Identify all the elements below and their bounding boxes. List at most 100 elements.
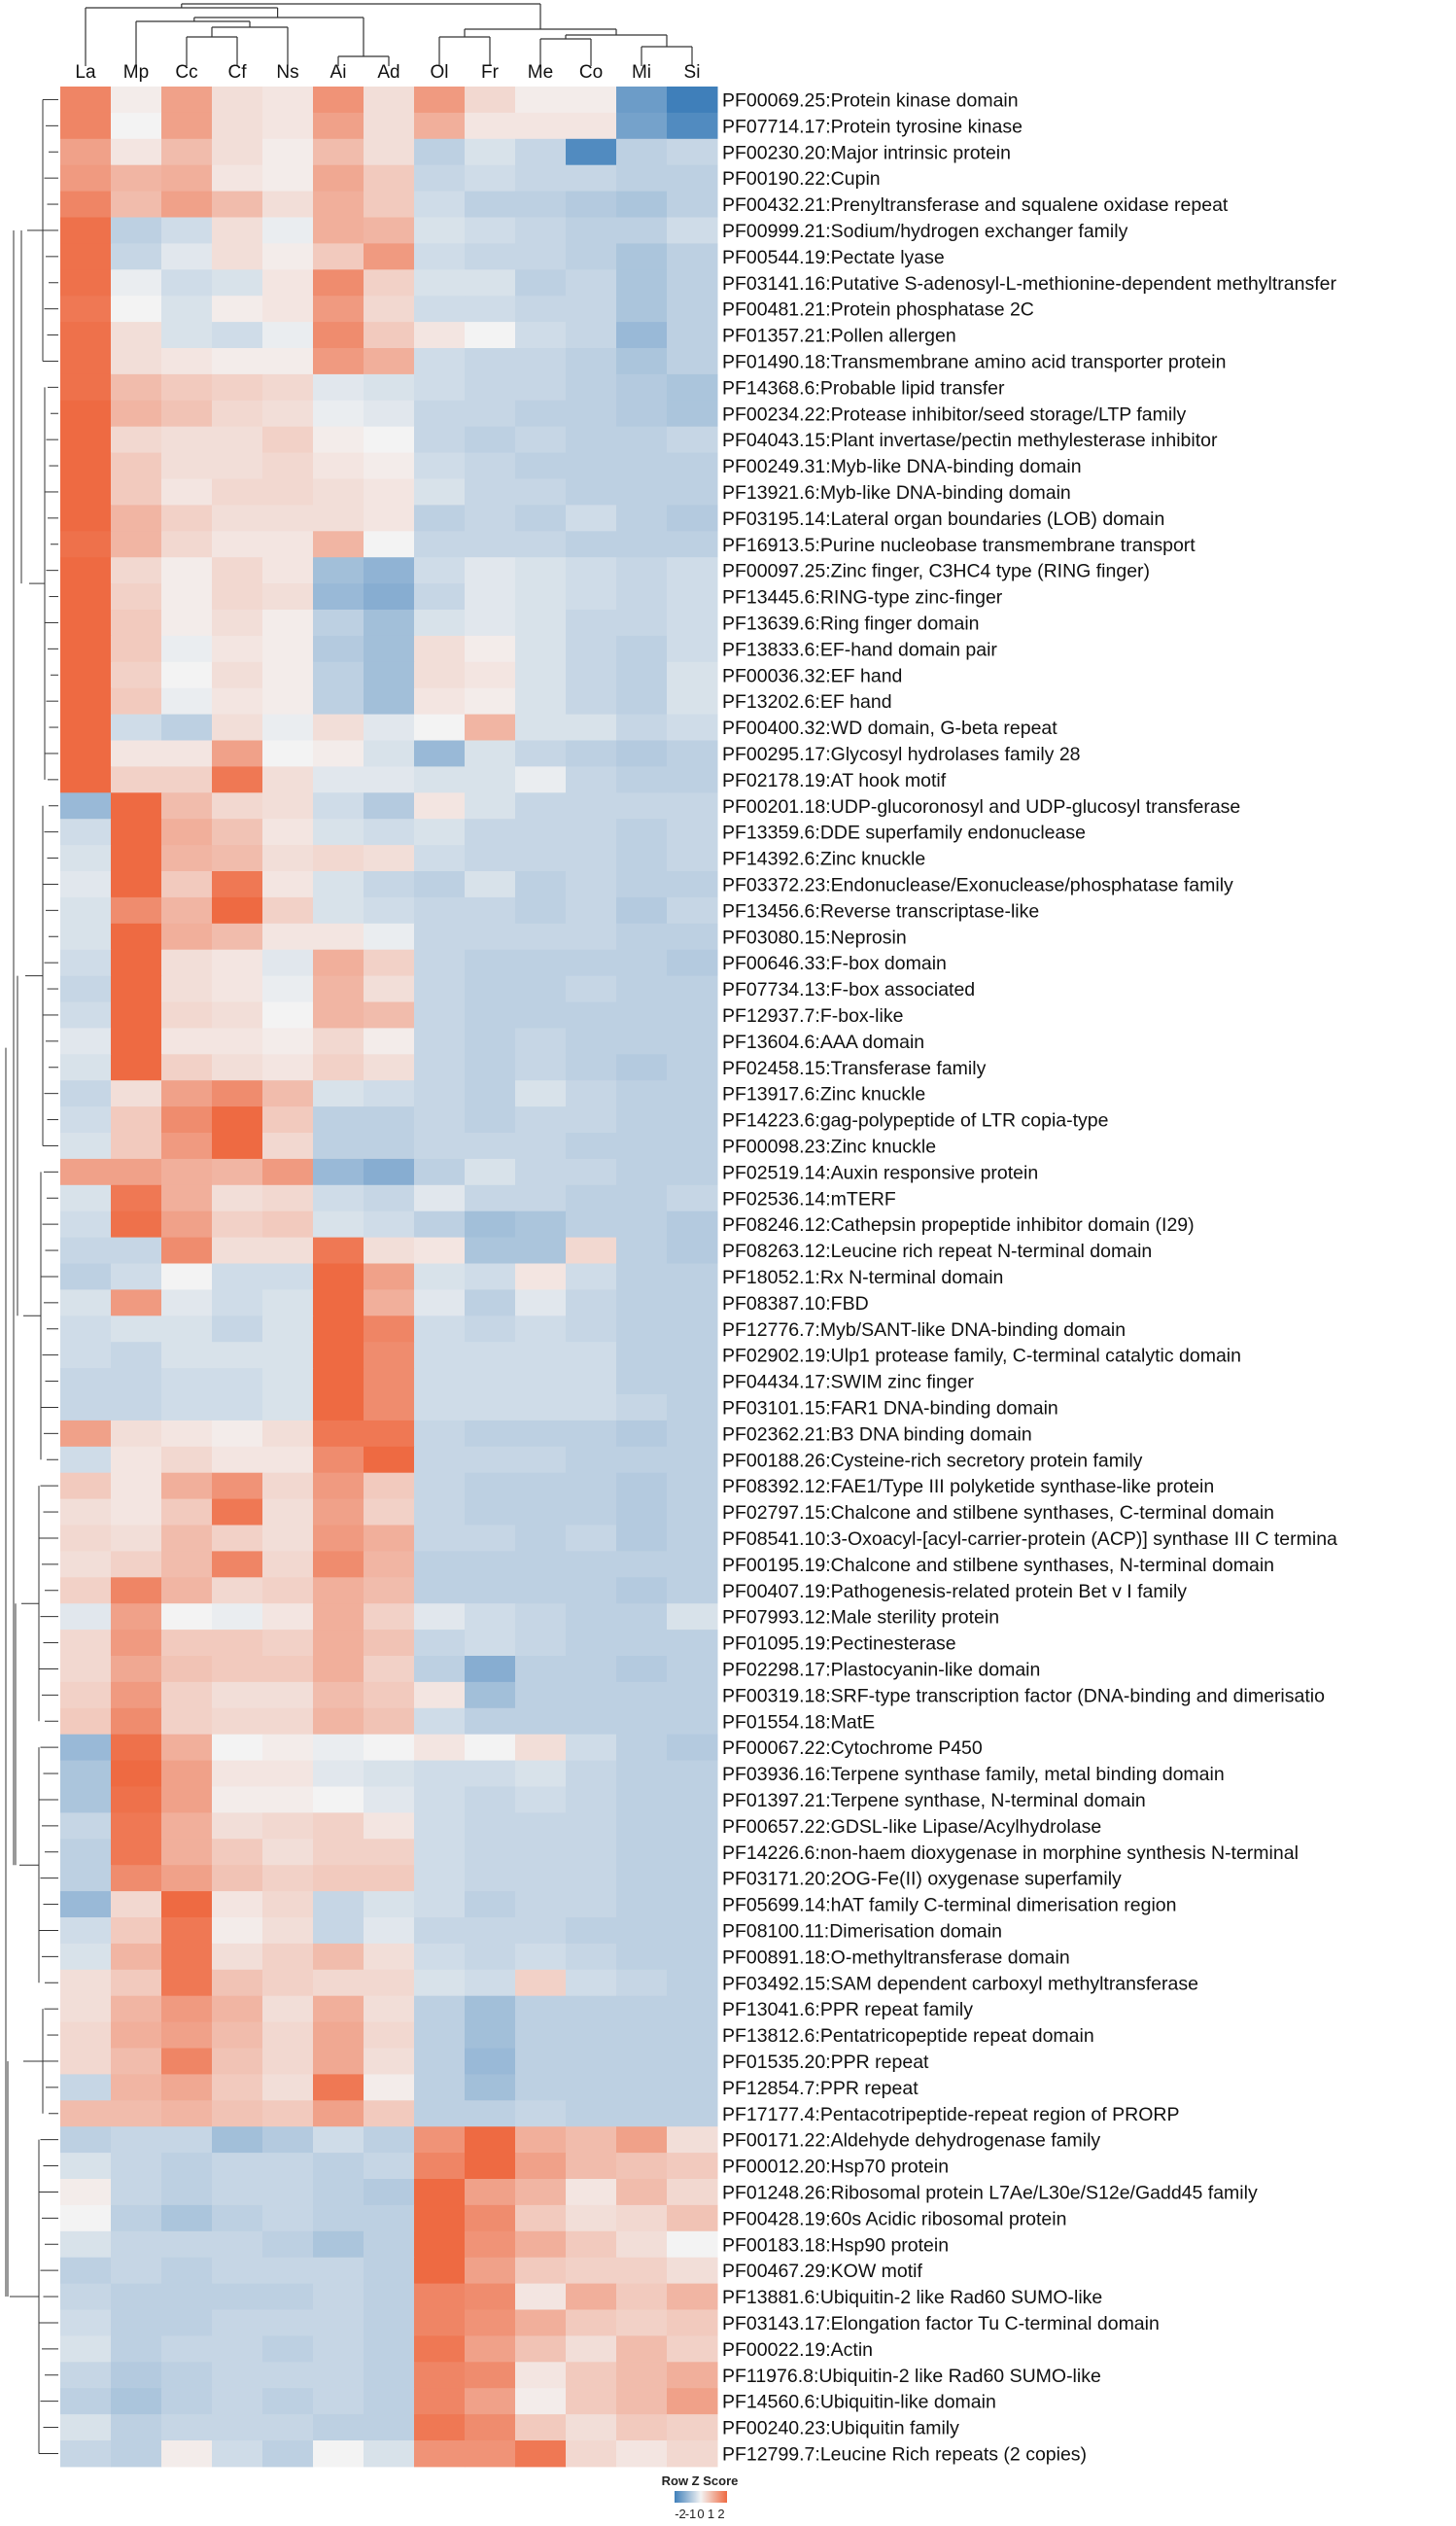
heatmap-cell [161,1342,213,1369]
heatmap-cell [212,2074,263,2101]
heatmap-cell [111,1656,162,1683]
heatmap-cell [616,2048,668,2075]
heatmap-cell [262,2179,314,2206]
heatmap-cell [667,505,718,532]
heatmap-cell [364,1420,415,1448]
legend-tick-label: -1 [685,2507,697,2521]
heatmap-cell [313,557,364,584]
heatmap-cell [414,2309,466,2336]
row-label: PF00319.18:SRF-type transcription factor… [722,1685,1325,1706]
heatmap-cell [515,322,567,349]
heatmap-cell [111,2074,162,2101]
heatmap-cell [465,1498,516,1526]
row-label: PF00201.18:UDP-glucoronosyl and UDP-gluc… [722,796,1240,818]
heatmap-cell [414,2440,466,2468]
heatmap-cell [364,2257,415,2285]
heatmap-cell [262,217,314,244]
heatmap-cell [616,845,668,872]
column-label: Ad [377,62,399,83]
heatmap-cell [616,896,668,925]
heatmap-cell [364,923,415,951]
heatmap-cell [60,1263,112,1290]
row-label: PF02178.19:AT hook motif [722,770,947,791]
row-label: PF00657.22:GDSL-like Lipase/Acylhydrolas… [722,1816,1101,1838]
heatmap-cell [60,2440,112,2468]
heatmap-cell [111,348,162,375]
heatmap-cell [616,2126,668,2154]
heatmap-cell [161,2153,213,2180]
heatmap-cell [667,1368,718,1395]
heatmap-cell [262,1316,314,1343]
heatmap-cell [364,2414,415,2441]
heatmap-cell [414,610,466,637]
heatmap-cell [262,2388,314,2415]
heatmap-cell [515,896,567,925]
heatmap-cell [414,1263,466,1290]
heatmap-cell [667,1551,718,1578]
heatmap-cell [566,1525,617,1552]
heatmap-cell [262,1812,314,1840]
heatmap-cell [262,1394,314,1421]
heatmap-cell [667,740,718,767]
heatmap-cell [414,2388,466,2415]
heatmap-cell [111,923,162,951]
heatmap-cell [60,1969,112,1997]
heatmap-cell [111,1839,162,1866]
heatmap-cell [161,1133,213,1160]
heatmap-cell [212,2414,263,2441]
heatmap-cell [515,296,567,323]
heatmap-cell [262,1734,314,1762]
heatmap-cell [212,1995,263,2023]
heatmap-cell [515,949,567,977]
heatmap-cell [313,505,364,532]
row-label: PF03492.15:SAM dependent carboxyl methyl… [722,1973,1198,1994]
heatmap-cell [667,1054,718,1081]
heatmap-cell [262,1707,314,1736]
heatmap-cell [212,1498,263,1526]
heatmap-cell [465,896,516,925]
heatmap-cell [667,269,718,297]
heatmap-cell [212,1839,263,1866]
heatmap-cell [313,1289,364,1316]
row-label: PF00891.18:O-methyltransferase domain [722,1947,1070,1968]
heatmap-cell [161,2283,213,2310]
heatmap-cell [111,1760,162,1787]
heatmap-cell [313,1184,364,1212]
heatmap-cell [111,2414,162,2441]
heatmap-cell [364,557,415,584]
heatmap-cell [111,1210,162,1239]
heatmap-cell [212,478,263,506]
heatmap-cell [313,1001,364,1029]
heatmap-cell [313,1420,364,1448]
heatmap-cell [212,975,263,1002]
heatmap-cell [465,871,516,898]
heatmap-cell [667,373,718,402]
heatmap-cell [667,1316,718,1343]
heatmap-cell [616,923,668,951]
heatmap-cell [313,478,364,506]
heatmap-cell [364,1498,415,1526]
heatmap-cell [212,2126,263,2154]
row-label: PF14392.6:Zinc knuckle [722,849,925,870]
row-label: PF00249.31:Myb-like DNA-binding domain [722,456,1082,477]
heatmap-cell [667,2048,718,2075]
heatmap-cell [616,1368,668,1395]
heatmap-cell [212,1917,263,1945]
heatmap-cell [515,1368,567,1395]
heatmap-cell [465,531,516,558]
heatmap-cell [313,1080,364,1107]
heatmap-cell [414,1368,466,1395]
heatmap-cell [667,766,718,793]
heatmap-cell [414,923,466,951]
heatmap-cell [111,1681,162,1709]
heatmap-cell [161,1054,213,1081]
column-label: Ol [431,62,449,83]
heatmap-cell [60,1681,112,1709]
heatmap-cell [414,871,466,898]
heatmap-cell [161,112,213,140]
heatmap-cell [465,1839,516,1866]
heatmap-cell [566,557,617,584]
heatmap-cell [364,687,415,716]
heatmap-cell [262,2021,314,2049]
heatmap-cell [161,164,213,193]
